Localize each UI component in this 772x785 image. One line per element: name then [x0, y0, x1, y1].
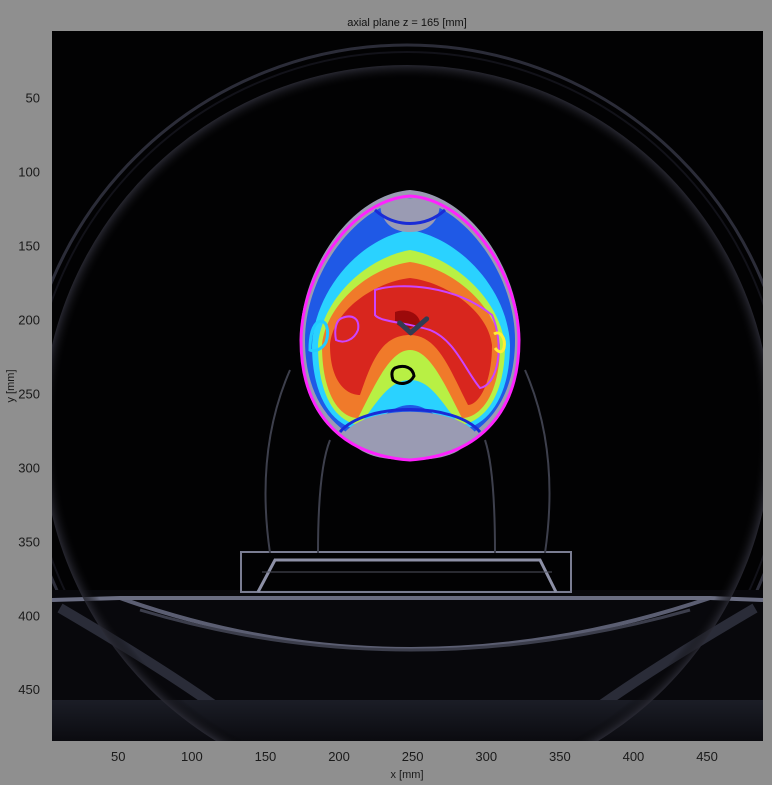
cyan-contour	[308, 319, 330, 353]
x-tick-label: 100	[181, 749, 203, 764]
x-tick-label: 200	[328, 749, 350, 764]
y-tick-label: 200	[18, 312, 40, 327]
y-tick-label: 100	[18, 165, 40, 180]
y-tick-label: 250	[18, 386, 40, 401]
outer-magenta-contour	[299, 194, 521, 462]
y-tick-label: 400	[18, 608, 40, 623]
axes: 50 100 150 200 250 300 350 400 450 50 100 150 200 250…	[18, 91, 718, 764]
x-tick-label: 250	[402, 749, 424, 764]
blue-contour-bottom	[338, 408, 482, 434]
yellow-contour	[493, 331, 506, 354]
x-axis-label: x [mm]	[391, 769, 424, 781]
inner-magenta-contour	[374, 285, 500, 390]
x-tick-label: 350	[549, 749, 571, 764]
y-tick-label: 50	[26, 91, 40, 106]
chart-title: axial plane z = 165 [mm]	[347, 17, 467, 29]
x-tick-label: 400	[623, 749, 645, 764]
blue-contour-top	[373, 208, 447, 225]
black-contour	[390, 364, 416, 385]
y-tick-label: 350	[18, 534, 40, 549]
left-magenta-contour	[334, 315, 360, 343]
y-tick-label: 300	[18, 460, 40, 475]
ct-image	[52, 31, 763, 741]
x-tick-label: 300	[475, 749, 497, 764]
structure-contours	[299, 194, 521, 462]
x-tick-label: 450	[696, 749, 718, 764]
dose-overlay	[300, 190, 520, 460]
x-tick-label: 150	[255, 749, 277, 764]
x-tick-label: 50	[111, 749, 125, 764]
isocenter-marker	[397, 316, 430, 336]
y-tick-label: 150	[18, 238, 40, 253]
y-axis-label: y [mm]	[5, 370, 17, 403]
y-tick-label: 450	[18, 682, 40, 697]
